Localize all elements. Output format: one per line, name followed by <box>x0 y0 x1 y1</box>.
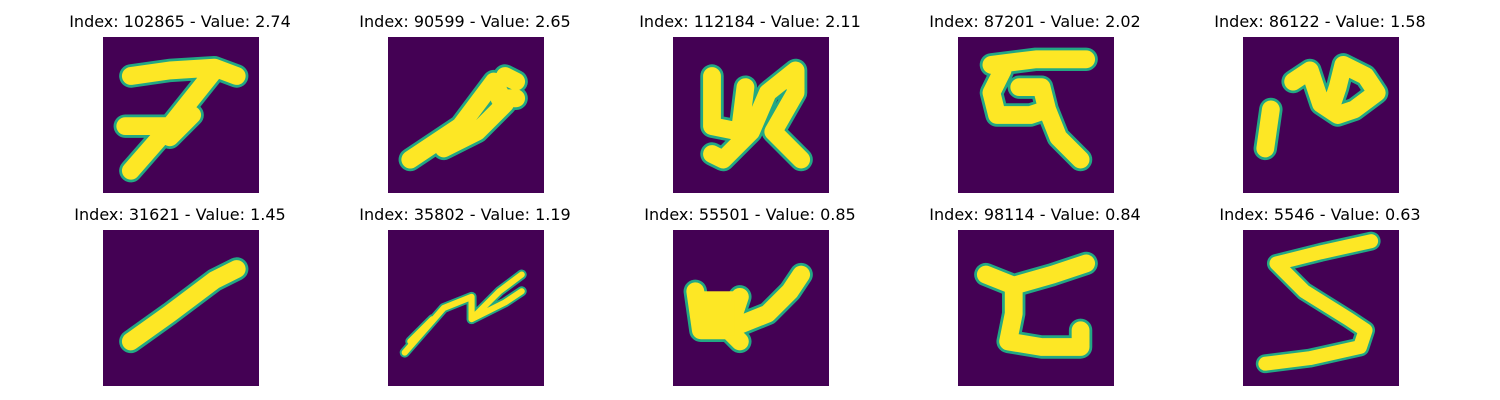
glyph-image <box>103 230 259 386</box>
panel-10: Index: 5546 - Value: 0.63 <box>1200 205 1440 395</box>
panel-title: Index: 98114 - Value: 0.84 <box>929 205 1141 224</box>
panel-title: Index: 5546 - Value: 0.63 <box>1219 205 1421 224</box>
panel-5: Index: 86122 - Value: 1.58 <box>1200 12 1440 202</box>
glyph-image <box>1243 37 1399 193</box>
panel-4: Index: 87201 - Value: 2.02 <box>915 12 1155 202</box>
panel-title: Index: 87201 - Value: 2.02 <box>929 12 1141 31</box>
panel-2: Index: 90599 - Value: 2.65 <box>345 12 585 202</box>
glyph-image <box>103 37 259 193</box>
glyph-image <box>388 230 544 386</box>
panel-title: Index: 90599 - Value: 2.65 <box>359 12 571 31</box>
panel-title: Index: 31621 - Value: 1.45 <box>74 205 286 224</box>
panel-6: Index: 31621 - Value: 1.45 <box>60 205 300 395</box>
glyph-image <box>958 230 1114 386</box>
panel-title: Index: 102865 - Value: 2.74 <box>69 12 291 31</box>
glyph-image <box>388 37 544 193</box>
panel-title: Index: 112184 - Value: 2.11 <box>639 12 861 31</box>
panel-3: Index: 112184 - Value: 2.11 <box>630 12 870 202</box>
panel-1: Index: 102865 - Value: 2.74 <box>60 12 300 202</box>
panel-9: Index: 98114 - Value: 0.84 <box>915 205 1155 395</box>
glyph-image <box>673 37 829 193</box>
glyph-image <box>673 230 829 386</box>
panel-title: Index: 86122 - Value: 1.58 <box>1214 12 1426 31</box>
panel-title: Index: 55501 - Value: 0.85 <box>644 205 856 224</box>
glyph-image <box>958 37 1114 193</box>
glyph-image <box>1243 230 1399 386</box>
panel-7: Index: 35802 - Value: 1.19 <box>345 205 585 395</box>
panel-8: Index: 55501 - Value: 0.85 <box>630 205 870 395</box>
panel-title: Index: 35802 - Value: 1.19 <box>359 205 571 224</box>
